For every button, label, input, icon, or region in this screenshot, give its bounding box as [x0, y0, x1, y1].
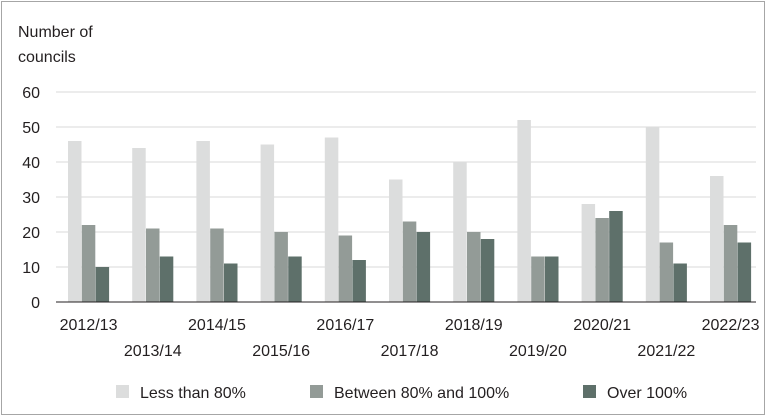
bar-between-80-and-100--2015-16 [274, 232, 288, 302]
legend-label: Less than 80% [140, 385, 246, 402]
bar-over-100--2017-18 [416, 232, 431, 302]
x-tick-label: 2019/20 [509, 343, 567, 360]
legend-label: Between 80% and 100% [334, 385, 509, 402]
bar-between-80-and-100--2014-15 [210, 228, 224, 302]
x-tick-label: 2015/16 [252, 343, 310, 360]
bar-between-80-and-100--2019-20 [531, 256, 545, 302]
bar-less-than-80--2022-23 [710, 176, 724, 302]
x-tick-label: 2021/22 [637, 343, 695, 360]
bar-over-100--2015-16 [288, 256, 302, 302]
x-tick-label: 2020/21 [573, 317, 631, 334]
bar-less-than-80--2016-17 [324, 137, 339, 302]
bar-over-100--2014-15 [224, 263, 238, 302]
bar-between-80-and-100--2013-14 [146, 228, 160, 302]
y-tick-label: 20 [22, 225, 40, 242]
y-axis-label-line-1: Number of [18, 24, 93, 41]
bar-over-100--2022-23 [737, 242, 752, 302]
bar-less-than-80--2018-19 [453, 162, 467, 302]
bar-less-than-80--2012-13 [68, 141, 82, 302]
x-tick-label: 2017/18 [381, 343, 439, 360]
bar-less-than-80--2014-15 [196, 141, 210, 302]
bar-over-100--2021-22 [673, 263, 687, 302]
bar-less-than-80--2013-14 [132, 148, 146, 302]
x-tick-label: 2018/19 [445, 317, 503, 334]
legend-label: Over 100% [607, 385, 687, 402]
legend: Less than 80% Between 80% and 100% Over 10… [116, 385, 687, 402]
y-tick-label: 30 [22, 190, 40, 207]
x-axis-labels: 2012/13 2013/14 2014/15 2015/16 2016/17 2017/… [60, 317, 760, 360]
y-tick-label: 0 [31, 295, 40, 312]
bar-less-than-80--2017-18 [389, 179, 403, 302]
x-tick-label: 2022/23 [702, 317, 760, 334]
y-axis-label-line-2: councils [18, 49, 76, 66]
legend-swatch [116, 385, 129, 398]
x-tick-label: 2013/14 [124, 343, 182, 360]
bar-between-80-and-100--2017-18 [402, 221, 417, 302]
x-tick-label: 2016/17 [316, 317, 374, 334]
bar-less-than-80--2015-16 [260, 144, 275, 302]
legend-swatch [310, 385, 323, 398]
bar-between-80-and-100--2016-17 [338, 235, 353, 302]
bar-over-100--2020-21 [609, 211, 623, 302]
y-tick-label: 60 [22, 85, 40, 102]
y-axis-ticks: 0 10 20 30 40 50 60 [22, 85, 40, 312]
x-tick-label: 2014/15 [188, 317, 246, 334]
legend-swatch [583, 385, 596, 398]
bar-over-100--2012-13 [95, 267, 110, 302]
bars [56, 120, 756, 303]
bar-over-100--2019-20 [545, 256, 559, 302]
bar-between-80-and-100--2022-23 [723, 225, 738, 302]
bar-between-80-and-100--2018-19 [467, 232, 481, 302]
y-tick-label: 40 [22, 155, 40, 172]
y-tick-label: 50 [22, 120, 40, 137]
bar-between-80-and-100--2021-22 [659, 242, 674, 302]
bar-over-100--2018-19 [480, 239, 495, 302]
bar-between-80-and-100--2020-21 [595, 218, 609, 302]
bar-less-than-80--2021-22 [645, 127, 660, 302]
bar-over-100--2016-17 [352, 260, 366, 302]
x-tick-label: 2012/13 [60, 317, 118, 334]
bar-less-than-80--2020-21 [581, 204, 596, 302]
bar-between-80-and-100--2012-13 [81, 225, 96, 302]
bar-less-than-80--2019-20 [517, 120, 531, 302]
bar-over-100--2013-14 [159, 256, 174, 302]
y-tick-label: 10 [22, 260, 40, 277]
